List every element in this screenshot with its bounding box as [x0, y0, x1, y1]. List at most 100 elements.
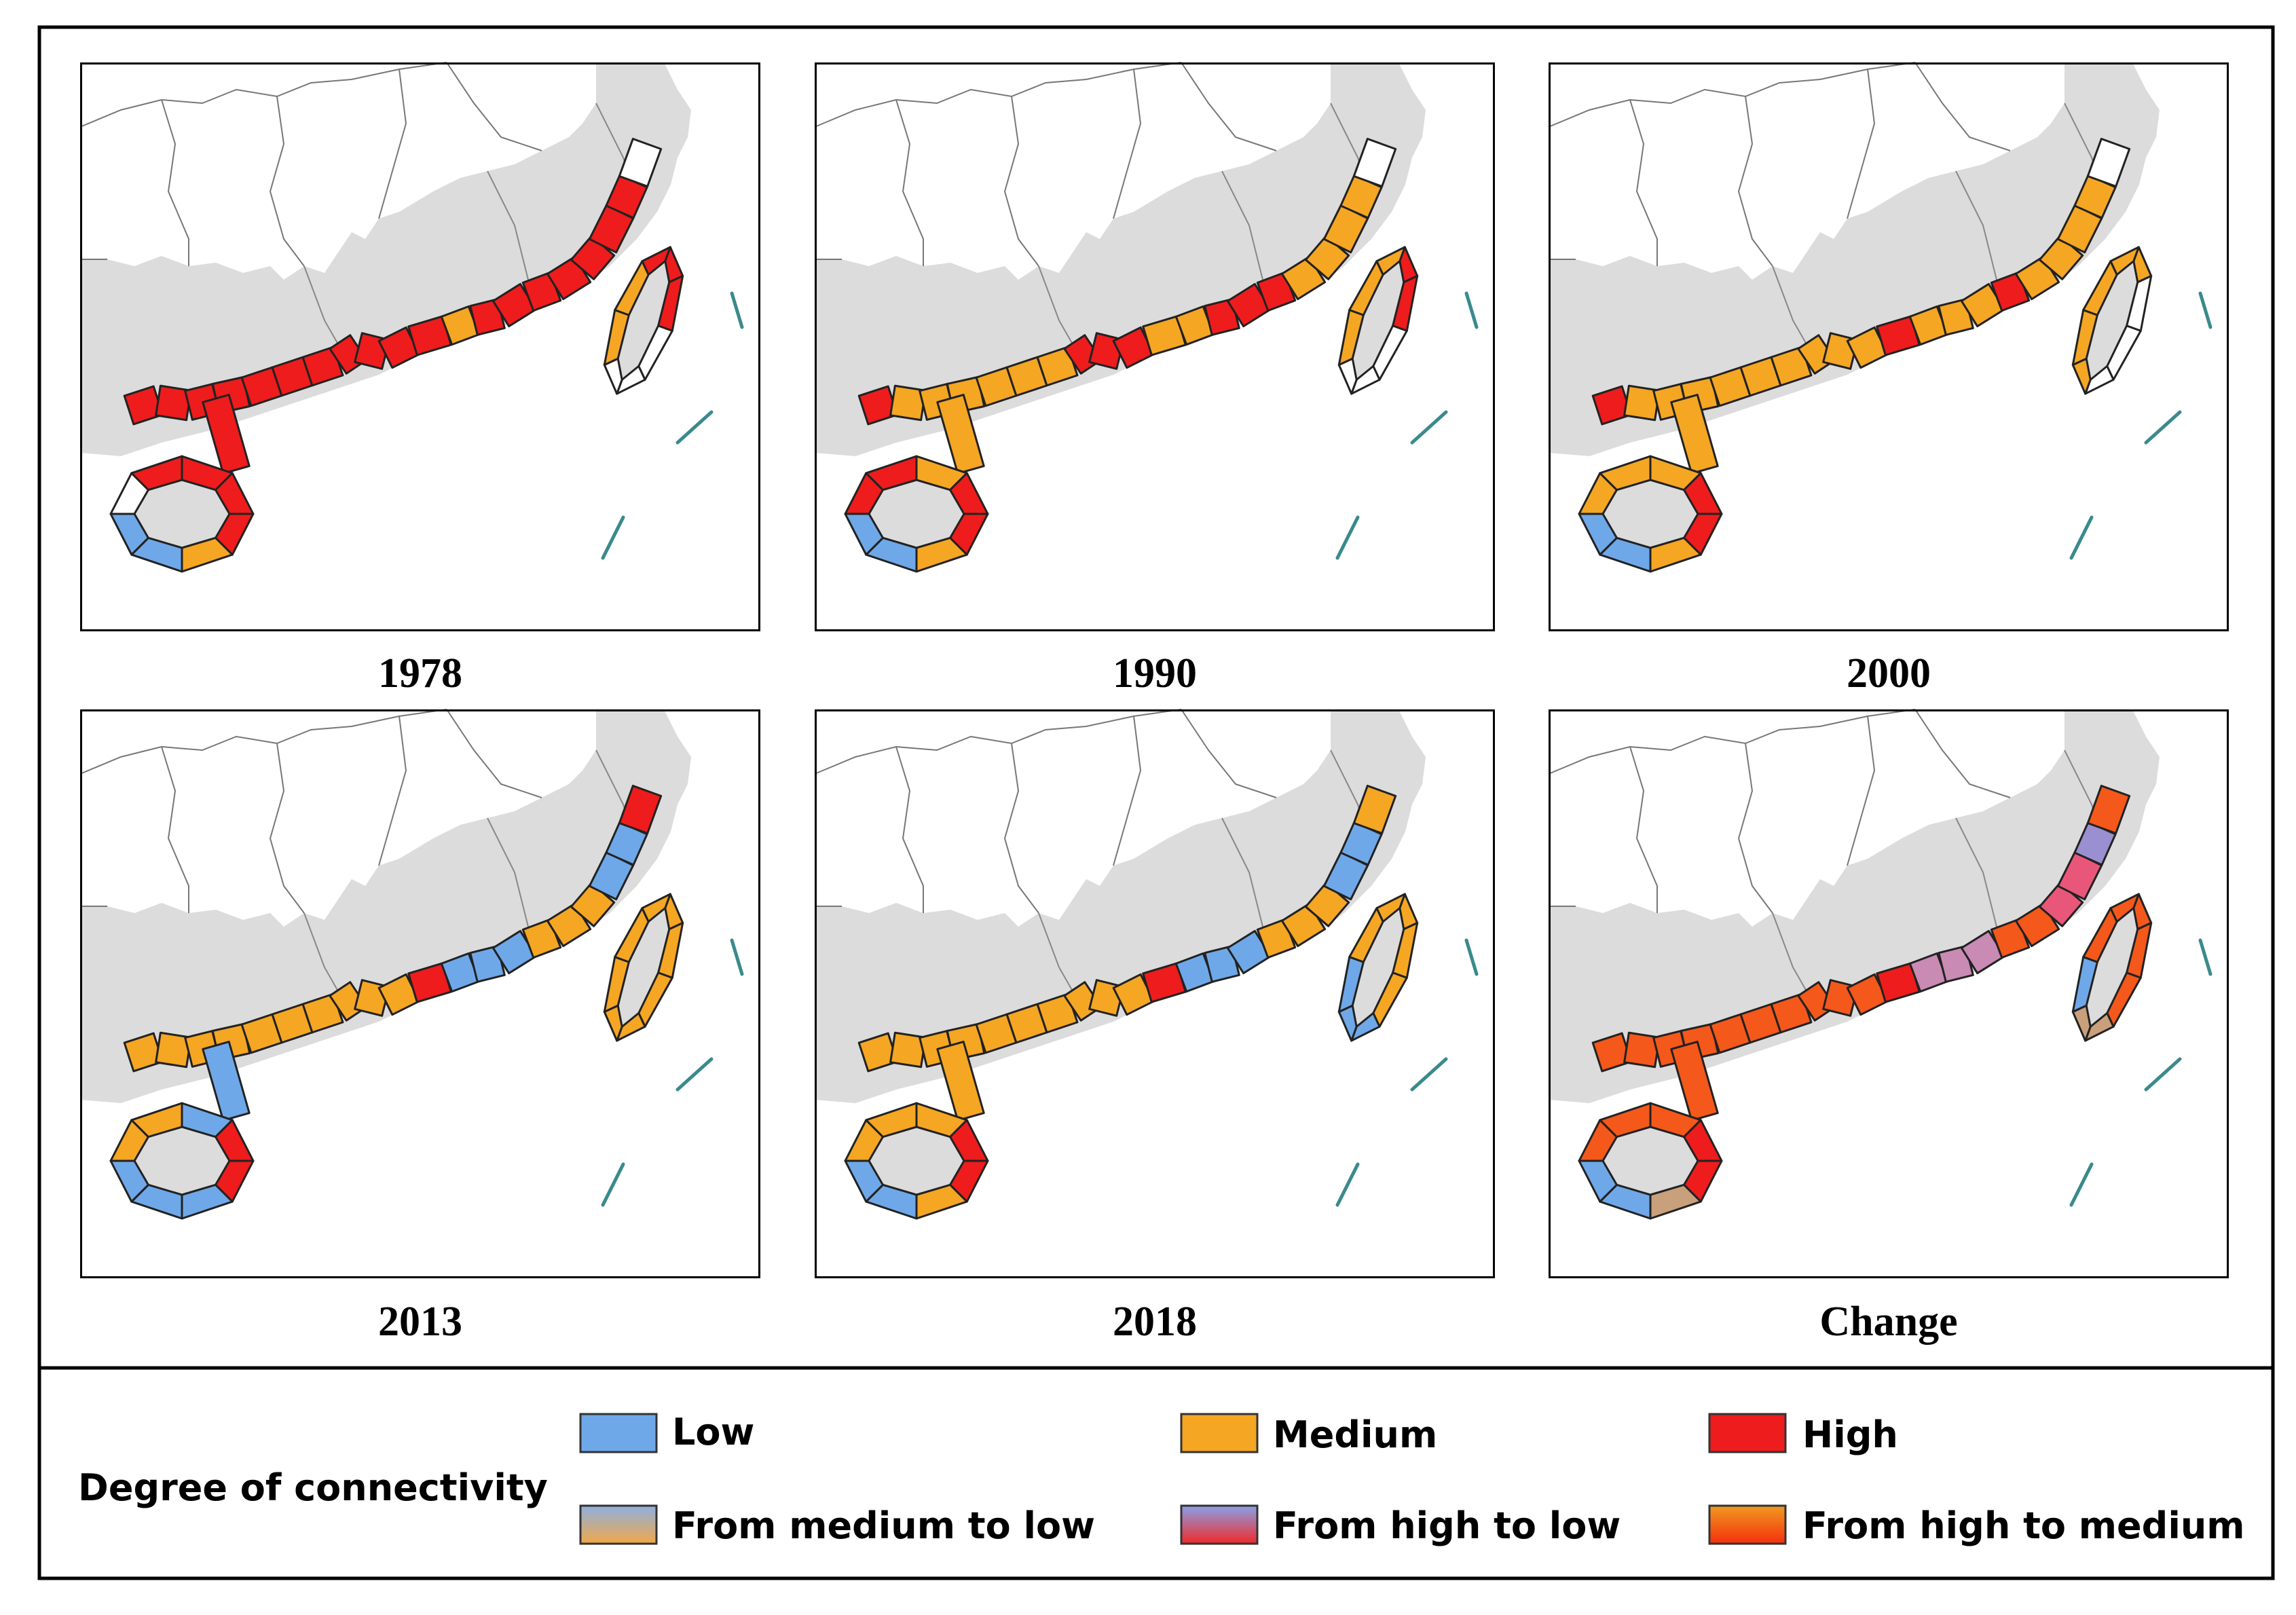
hainan-coast-segment [130, 455, 183, 491]
coast-segment [1846, 973, 1889, 1016]
coast-segment [2086, 784, 2131, 835]
coast-segment [1908, 305, 1949, 346]
legend-label-high-to-medium: From high to medium [1802, 1504, 2245, 1547]
taiwan-island [1352, 910, 1404, 1025]
peninsula-segment [936, 394, 985, 475]
coast-1990 [844, 137, 1419, 573]
legend-swatch-medium [1180, 1413, 1259, 1453]
coast-segment [1908, 952, 1949, 993]
hainan-island [869, 477, 964, 551]
coast-segment [2086, 137, 2131, 188]
coast-segment [1591, 1032, 1633, 1073]
legend-swatch-high [1708, 1413, 1787, 1453]
coast-segment [857, 385, 899, 426]
taiwan-island [2086, 263, 2138, 378]
panel-1978: 1978 [80, 62, 760, 697]
legend-swatch-medium-to-low [579, 1504, 658, 1545]
coast-segment [1063, 981, 1103, 1022]
panel-caption-change: Change [1819, 1299, 1957, 1345]
peninsula-segment [936, 1041, 985, 1121]
coast-segment [492, 929, 538, 975]
hainan-island [869, 1124, 964, 1198]
legend-swatch-high-to-low [1180, 1504, 1259, 1545]
coast-2000 [1578, 137, 2153, 573]
taiwan-coast-segment [641, 893, 671, 923]
taiwan-coast-segment [2109, 893, 2140, 923]
taiwan-coast-segment [641, 246, 671, 276]
coast-segment [1352, 137, 1397, 188]
coast-segment [1591, 385, 1633, 426]
legend-label-low: Low [672, 1411, 754, 1453]
hainan-coast-segment [1599, 455, 1652, 491]
hainan-coast-segment [865, 1102, 918, 1138]
figure-frame [37, 25, 2275, 1580]
coast-segment [1226, 282, 1272, 328]
coast-segment [1226, 929, 1272, 975]
coast-segment [1960, 282, 2006, 328]
peninsula-segment [202, 394, 251, 475]
coast-change [1578, 784, 2153, 1220]
coast-segment [1174, 952, 1215, 993]
coast-segment [440, 305, 481, 346]
coast-segment [1174, 305, 1215, 346]
panel-2018: 2018 [815, 709, 1495, 1345]
taiwan-coast-segment [1375, 893, 1406, 923]
coast-segment [1112, 326, 1155, 369]
panel-caption-2018: 2018 [1113, 1299, 1197, 1345]
coast-segment [1352, 784, 1397, 835]
coast-segment [1846, 326, 1889, 369]
coast-2013 [109, 784, 684, 1220]
coast-segment [618, 137, 663, 188]
coast-2018 [844, 784, 1419, 1220]
coast-segment [329, 981, 368, 1022]
coast-segment [123, 1032, 164, 1073]
coast-segment [857, 1032, 899, 1073]
peninsula-segment [1670, 1041, 1719, 1121]
legend-label-medium-to-low: From medium to low [672, 1504, 1095, 1547]
panel-1990: 1990 [815, 62, 1495, 697]
legend: Degree of connectivity Low Medium High F… [78, 1411, 2245, 1547]
coast-segment [1797, 981, 1836, 1022]
legend-title: Degree of connectivity [78, 1466, 548, 1509]
taiwan-island [618, 263, 669, 378]
legend-swatch-high-to-medium [1708, 1504, 1787, 1545]
coast-segment [377, 973, 421, 1016]
taiwan-island [618, 910, 669, 1025]
coast-segment [377, 326, 421, 369]
hainan-island [1603, 477, 1698, 551]
taiwan-coast-segment [2109, 246, 2140, 276]
panel-caption-2000: 2000 [1847, 650, 1931, 697]
legend-label-high: High [1802, 1413, 1898, 1456]
panel-caption-1978: 1978 [378, 650, 462, 697]
coast-segment [123, 385, 164, 426]
peninsula-segment [1670, 394, 1719, 475]
hainan-island [134, 1124, 229, 1198]
hainan-coast-segment [1599, 1102, 1652, 1138]
taiwan-island [2086, 910, 2138, 1025]
coast-segment [1797, 334, 1836, 375]
panel-caption-1990: 1990 [1113, 650, 1197, 697]
coast-segment [1063, 334, 1103, 375]
coast-segment [329, 334, 368, 375]
coast-segment [1960, 929, 2006, 975]
legend-label-high-to-low: From high to low [1273, 1504, 1621, 1547]
hainan-coast-segment [130, 1102, 183, 1138]
panel-change: Change [1549, 709, 2229, 1345]
coast-segment [1112, 973, 1155, 1016]
taiwan-island [1352, 263, 1404, 378]
panel-2000: 2000 [1549, 62, 2229, 697]
panel-2013: 2013 [80, 709, 760, 1345]
coast-segment [492, 282, 538, 328]
hainan-island [134, 477, 229, 551]
coast-1978 [109, 137, 684, 573]
panel-caption-2013: 2013 [378, 1299, 462, 1345]
legend-swatch-low [579, 1413, 658, 1453]
coast-segment [440, 952, 481, 993]
hainan-coast-segment [865, 455, 918, 491]
coast-segment [618, 784, 663, 835]
taiwan-coast-segment [1375, 246, 1406, 276]
hainan-island [1603, 1124, 1698, 1198]
legend-label-medium: Medium [1273, 1413, 1437, 1456]
peninsula-segment [202, 1041, 251, 1121]
